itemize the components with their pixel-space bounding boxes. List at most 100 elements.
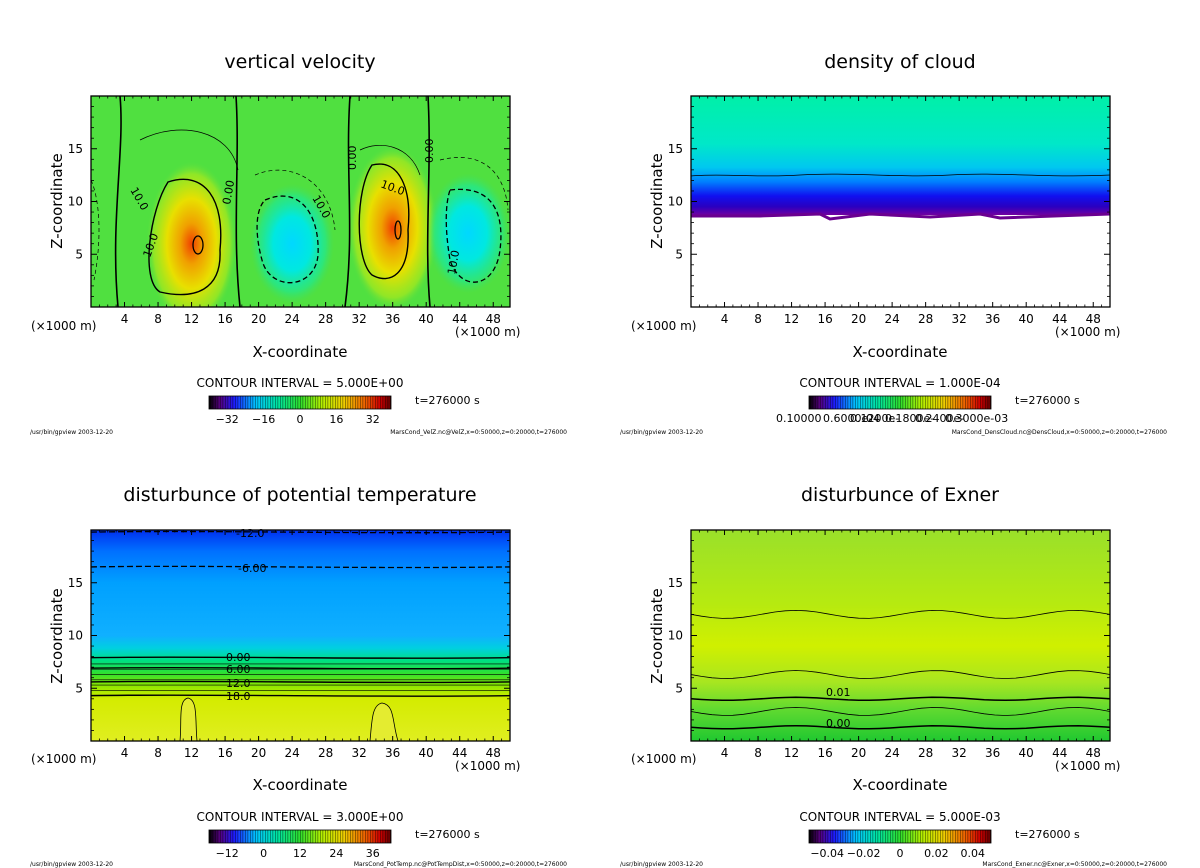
- x-tick-label: 20: [851, 746, 866, 760]
- panel-title: disturbunce of potential temperature: [123, 484, 476, 506]
- x-tick-label: 20: [851, 312, 866, 326]
- y-tick-label: 5: [675, 247, 683, 261]
- contour-labels: 0.01 0.00: [826, 686, 851, 730]
- x-tick-label: 40: [419, 312, 434, 326]
- plot-area: [91, 530, 510, 741]
- colorbar-lines: [809, 396, 991, 409]
- x-tick-label: 20: [251, 312, 266, 326]
- colorbar-ticks: −12 0 12 24 36: [216, 847, 380, 860]
- colorbar-frame: [808, 829, 992, 844]
- x-tick-label: 4: [121, 312, 129, 326]
- x-tick-label: 36: [985, 312, 1000, 326]
- panel-density-of-cloud: density of cloud 4 8 12 16 20 24 28 32 36 40 44 48 …: [620, 51, 1167, 436]
- time-label: t=276000 s: [415, 828, 480, 841]
- x-tick-label: 12: [784, 312, 799, 326]
- x-tick-label: 4: [721, 312, 729, 326]
- footer-left: /usr/bin/gpview 2003-12-20: [620, 861, 703, 868]
- x-tick-label: 24: [284, 312, 299, 326]
- colorbar-tick-label: 0.2400e-: [915, 412, 964, 425]
- x-tick-label: 32: [952, 746, 967, 760]
- x-tick-label: 16: [817, 312, 832, 326]
- downdraft-cell: [426, 173, 510, 294]
- y-axis: 5 10 15: [668, 540, 1110, 731]
- field-background: [91, 530, 510, 741]
- x-axis: 4 8 12 16 20 24 28 32 36 40 44 48: [98, 530, 503, 760]
- contour-label: 18.0: [226, 690, 251, 703]
- colorbar-ticks: −0.04 −0.02 0 0.02 0.04: [810, 847, 985, 860]
- temperature-levels: [91, 530, 510, 697]
- colorbar-lines: [809, 830, 991, 843]
- x-axis-label: X-coordinate: [853, 776, 948, 794]
- footer-right: MarsCond_DensCloud.nc@DensCloud,x=0:5000…: [952, 429, 1167, 436]
- colorbar-lines: [209, 830, 391, 843]
- y-tick-label: 5: [75, 681, 83, 695]
- colorbar-tick-label: 24: [329, 847, 343, 860]
- x-tick-label: 28: [318, 312, 333, 326]
- x-axis-label: X-coordinate: [253, 343, 348, 361]
- y-tick-label: 5: [675, 681, 683, 695]
- footer-right: MarsCond_Exner.nc@Exner,x=0:50000,z=0:20…: [982, 861, 1167, 868]
- contour-line: [426, 96, 431, 307]
- x-tick-label: 32: [352, 312, 367, 326]
- contour-line: [439, 157, 509, 211]
- contour-line: [192, 235, 204, 255]
- plot-area: [691, 530, 1110, 741]
- colorbar-tick-label: 0.10000: [776, 412, 822, 425]
- temperature-contour: [91, 694, 510, 697]
- x-tick-label: 36: [985, 746, 1000, 760]
- x-tick-label: 8: [754, 312, 762, 326]
- x-tick-label: 4: [121, 746, 129, 760]
- x-unit-right: (×1000 m): [455, 325, 520, 339]
- x-tick-label: 36: [385, 746, 400, 760]
- contour-line: [359, 144, 421, 176]
- panel-title: vertical velocity: [224, 51, 375, 73]
- x-tick-label: 20: [251, 746, 266, 760]
- x-tick-label: 16: [217, 312, 232, 326]
- panel-potential-temperature: disturbunce of potential temperature -12…: [30, 484, 567, 868]
- x-tick-label: 12: [184, 746, 199, 760]
- contour-interval: CONTOUR INTERVAL = 5.000E-03: [799, 810, 1000, 824]
- x-tick-label: 28: [918, 312, 933, 326]
- panel-title: density of cloud: [824, 51, 976, 73]
- contour-line: [344, 96, 351, 307]
- x-tick-label: 24: [284, 746, 299, 760]
- x-tick-label: 12: [184, 312, 199, 326]
- colorbar-tick-label: 36: [366, 847, 380, 860]
- y-tick-label: 15: [668, 576, 683, 590]
- x-tick-label: 28: [918, 746, 933, 760]
- colorbar-tick-label: −12: [216, 847, 239, 860]
- x-tick-label: 12: [784, 746, 799, 760]
- colorbar-frame: [808, 395, 992, 410]
- y-tick-label: 10: [668, 195, 683, 209]
- colorbar-tick-label: 04: [866, 412, 880, 425]
- colorbar-tick-label: 0.04: [961, 847, 986, 860]
- x-axis-label: X-coordinate: [253, 776, 348, 794]
- footer-left: /usr/bin/gpview 2003-12-20: [30, 861, 113, 868]
- contour-label: -6.00: [238, 562, 266, 575]
- y-tick-label: 10: [68, 195, 83, 209]
- colorbar-tick-label: −0.02: [847, 847, 881, 860]
- colorbar-frame: [208, 395, 392, 410]
- time-label: t=276000 s: [1015, 828, 1080, 841]
- x-tick-label: 36: [385, 312, 400, 326]
- exner-contour: [691, 696, 1110, 702]
- contour-line: [445, 188, 502, 283]
- colorbar-tick-label: −16: [252, 413, 275, 426]
- x-tick-label: 28: [318, 746, 333, 760]
- contour-line: [235, 96, 241, 307]
- x-axis-label: X-coordinate: [853, 343, 948, 361]
- y-tick-label: 10: [68, 629, 83, 643]
- temperature-contour: [91, 656, 510, 659]
- contour-label: 0.00: [220, 179, 237, 205]
- x-tick-label: 44: [1052, 312, 1067, 326]
- colorbar-ticks: −32 −16 0 16 32: [216, 413, 380, 426]
- x-unit-right: (×1000 m): [1055, 759, 1120, 773]
- contour-label: 0.00: [423, 139, 436, 164]
- downdraft-cell: [250, 183, 335, 304]
- warm-plume: [369, 702, 399, 741]
- contour-label: 0.00: [226, 651, 251, 664]
- x-unit-left: (×1000 m): [31, 752, 96, 766]
- x-unit-right: (×1000 m): [455, 759, 520, 773]
- contour-label: 0.01: [826, 686, 851, 699]
- contour-interval: CONTOUR INTERVAL = 3.000E+00: [197, 810, 404, 824]
